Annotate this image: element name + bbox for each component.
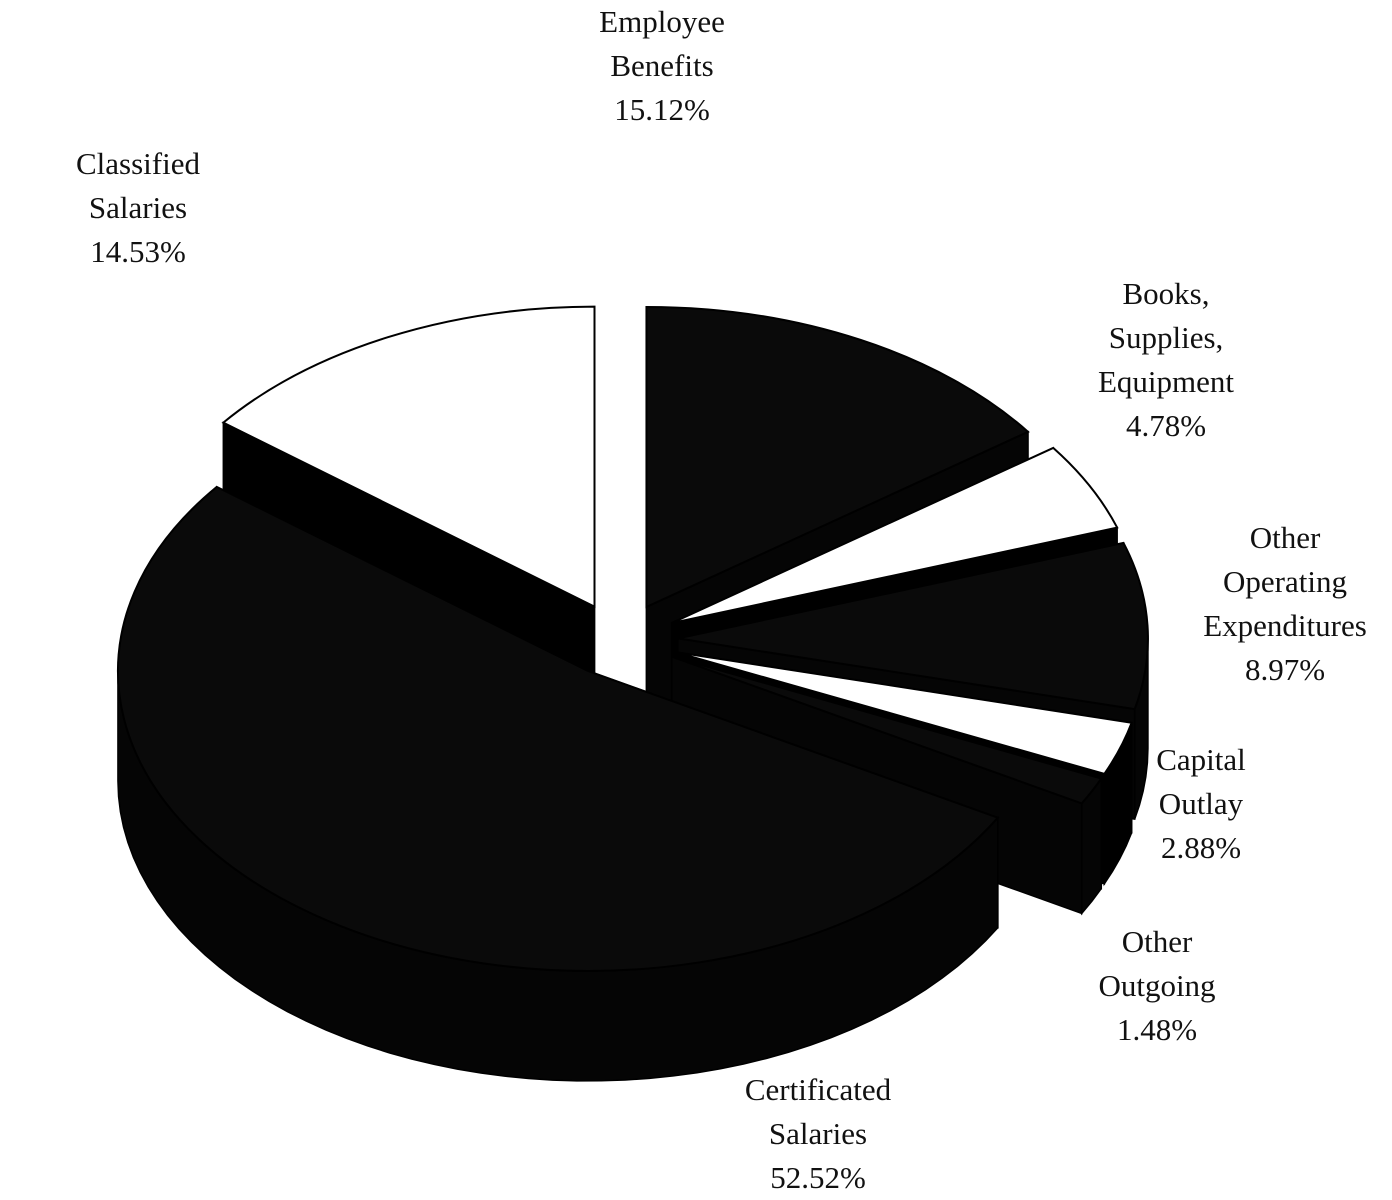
pie-slice xyxy=(116,485,1000,1082)
label-percent: 1.48% xyxy=(1116,1012,1198,1047)
label-employee-benefits: Employee Benefits 15.12% xyxy=(599,0,725,132)
label-line: Operating xyxy=(1223,564,1347,599)
label-books-supplies-equipment: Books, Supplies, Equipment 4.78% xyxy=(1098,272,1234,448)
label-line: Other xyxy=(1121,924,1193,959)
label-capital-outlay: Capital Outlay 2.88% xyxy=(1156,738,1246,870)
label-line: Benefits xyxy=(610,48,714,83)
slice-top-face xyxy=(677,541,1149,711)
label-line: Expenditures xyxy=(1203,608,1367,643)
slice-top-face xyxy=(645,305,1030,609)
slice-top-face xyxy=(116,485,1000,972)
label-other-operating-expenditures: Other Operating Expenditures 8.97% xyxy=(1203,516,1367,692)
label-classified-salaries: Classified Salaries 14.53% xyxy=(76,142,200,274)
label-percent: 15.12% xyxy=(614,92,710,127)
slice-top-face xyxy=(221,305,596,609)
label-percent: 14.53% xyxy=(90,234,186,269)
label-line: Equipment xyxy=(1097,364,1235,399)
label-line: Certificated xyxy=(744,1072,892,1107)
label-line: Other xyxy=(1249,520,1321,555)
label-line: Employee xyxy=(599,4,725,39)
label-percent: 52.52% xyxy=(770,1160,866,1195)
slice-top-face xyxy=(671,655,1103,805)
label-line: Capital xyxy=(1156,742,1246,777)
label-line: Classified xyxy=(76,146,200,181)
label-line: Salaries xyxy=(768,1116,868,1151)
label-line: Books, xyxy=(1122,276,1210,311)
label-certificated-salaries: Certificated Salaries 52.52% xyxy=(745,1068,891,1200)
label-line: Outlay xyxy=(1158,786,1244,821)
label-other-outgoing: Other Outgoing 1.48% xyxy=(1098,920,1215,1052)
slice-top-face xyxy=(671,446,1119,625)
label-line: Outgoing xyxy=(1098,968,1216,1003)
slice-top-face xyxy=(674,650,1134,776)
label-percent: 8.97% xyxy=(1244,652,1326,687)
label-line: Salaries xyxy=(88,190,188,225)
label-percent: 2.88% xyxy=(1160,830,1242,865)
label-percent: 4.78% xyxy=(1125,408,1207,443)
label-line: Supplies, xyxy=(1108,320,1224,355)
